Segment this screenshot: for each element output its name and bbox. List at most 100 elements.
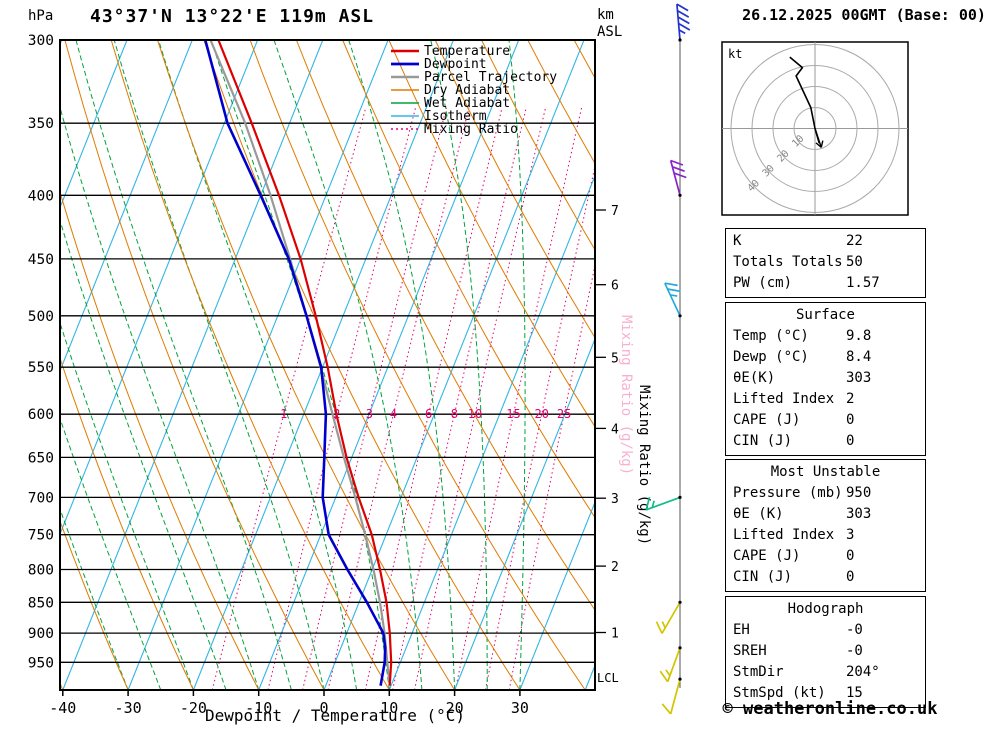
stat-value: 50 <box>846 254 863 270</box>
dry-adiabat-line <box>157 40 456 690</box>
temp-tick-label: -20 <box>180 699 207 717</box>
stat-value: 0 <box>846 569 855 585</box>
stat-value: 950 <box>846 485 872 501</box>
legend-label: Mixing Ratio <box>424 122 518 137</box>
stat-value: 0 <box>846 548 855 564</box>
stat-value: 303 <box>846 370 872 386</box>
isotherm-line <box>258 40 520 690</box>
hodograph-ring <box>772 86 858 171</box>
barb-level-marker <box>678 677 682 681</box>
hodograph-ring <box>793 107 837 150</box>
storm-motion-arrowhead <box>815 142 822 148</box>
km-tick-label: 4 <box>611 422 619 437</box>
dewpoint-curve <box>204 40 387 686</box>
table-row: StmSpd (kt) 15 <box>726 683 925 704</box>
stats-table-indices: K 22 Totals Totals 50 PW (cm) 1.57 <box>725 228 926 298</box>
stat-label: K <box>733 233 742 249</box>
stats-table-most-unstable: Most Unstable Pressure (mb) 950 θE (K) 303 Li… <box>725 459 926 592</box>
legend-label: Dewpoint <box>424 57 487 72</box>
table-section-title: Hodograph <box>787 601 864 617</box>
stat-value: 2 <box>846 391 855 407</box>
km-tick-label: 3 <box>611 492 619 507</box>
pressure-tick-label: 900 <box>28 626 54 642</box>
dry-adiabat-line <box>64 40 325 690</box>
dry-adiabat-line <box>60 519 129 690</box>
isotherm-line <box>62 40 324 690</box>
mixing-ratio-line <box>484 163 595 690</box>
hodograph-unit-label: kt <box>728 47 742 61</box>
temp-tick-label: 0 <box>319 699 328 717</box>
stat-value: 3 <box>846 527 855 543</box>
dry-adiabat-line <box>60 190 260 690</box>
pressure-tick-label: 350 <box>28 116 54 132</box>
wind-barb <box>669 159 687 197</box>
stat-label: Temp (°C) <box>733 328 809 344</box>
km-tick-label: 1 <box>611 627 619 642</box>
stat-value: 0 <box>846 433 855 449</box>
table-row: CIN (J) 0 <box>726 431 925 452</box>
table-row: PW (cm) 1.57 <box>726 273 925 294</box>
wind-barb <box>664 282 682 318</box>
pressure-tick-label: 750 <box>28 528 54 544</box>
table-row: StmDir 204° <box>726 662 925 683</box>
mixing-ratio-value-label: 4 <box>390 407 397 421</box>
wet-adiabat-line <box>158 40 358 690</box>
wet-adiabat-line <box>508 40 526 690</box>
run-datetime-title: 26.12.2025 00GMT (Base: 00) <box>742 6 986 24</box>
table-section-title: Most Unstable <box>770 464 881 480</box>
stat-value: 204° <box>846 664 880 680</box>
table-row: Temp (°C) 9.8 <box>726 326 925 347</box>
mixing-ratio-value-label: 20 <box>534 407 548 421</box>
isotherm-line <box>60 40 259 536</box>
wet-adiabat-line <box>60 416 162 690</box>
barb-level-marker <box>678 600 682 604</box>
stat-label: Totals Totals <box>733 254 843 270</box>
stat-label: Lifted Index <box>733 391 835 407</box>
altitude-axis-unit-asl: ASL <box>597 24 623 40</box>
temp-tick-label: -10 <box>245 699 272 717</box>
isotherm-line <box>60 40 128 209</box>
altitude-axis-unit-km: km <box>597 7 614 23</box>
mixing-ratio-value-label: 8 <box>451 407 458 421</box>
table-section-title: Surface <box>795 307 855 323</box>
mixing-ratio-value-label: 3 <box>366 407 373 421</box>
table-row: CAPE (J) 0 <box>726 410 925 431</box>
barb-level-marker <box>678 495 682 499</box>
pressure-tick-label: 500 <box>28 309 54 325</box>
parcel-trajectory-curve <box>209 40 391 686</box>
stat-label: Dewp (°C) <box>733 349 809 365</box>
wind-barb <box>655 600 682 634</box>
legend-label: Parcel Trajectory <box>424 70 557 85</box>
hodograph-ring <box>730 44 900 213</box>
mixing-ratio-value-label: 25 <box>557 407 571 421</box>
table-row: CIN (J) 0 <box>726 567 925 588</box>
dry-adiabat-line <box>434 40 595 339</box>
stat-label: CIN (J) <box>733 569 793 585</box>
table-row: θE (K) 303 <box>726 504 925 525</box>
stat-label: θE(K) <box>733 370 776 386</box>
mixing-ratio-line <box>454 107 583 690</box>
stats-table-surface: Surface Temp (°C) 9.8 Dewp (°C) 8.4 θE(K) 303 L… <box>725 302 926 456</box>
stat-label: StmSpd (kt) <box>733 685 826 701</box>
pressure-tick-label: 550 <box>28 360 54 376</box>
pressure-tick-label: 450 <box>28 252 54 268</box>
stat-value: 0 <box>846 412 855 428</box>
isotherm-line <box>192 40 454 690</box>
stat-label: CIN (J) <box>733 433 793 449</box>
stat-value: 22 <box>846 233 863 249</box>
wind-barb <box>659 646 682 683</box>
legend-label: Wet Adiabat <box>424 96 510 111</box>
table-row: Totals Totals 50 <box>726 252 925 273</box>
table-row: Lifted Index 2 <box>726 389 925 410</box>
mixing-ratio-value-label: 6 <box>425 407 432 421</box>
barb-level-marker <box>678 193 682 197</box>
mixing-ratio-axis-label-pink: Mixing Ratio (g/kg) <box>618 315 634 475</box>
stat-value: 1.57 <box>846 275 880 291</box>
temp-tick-label: -40 <box>49 699 76 717</box>
dry-adiabat-line <box>991 40 1000 690</box>
storm-motion-arrowhead <box>820 140 824 148</box>
table-row: SREH -0 <box>726 641 925 662</box>
dry-adiabat-line <box>481 40 595 251</box>
